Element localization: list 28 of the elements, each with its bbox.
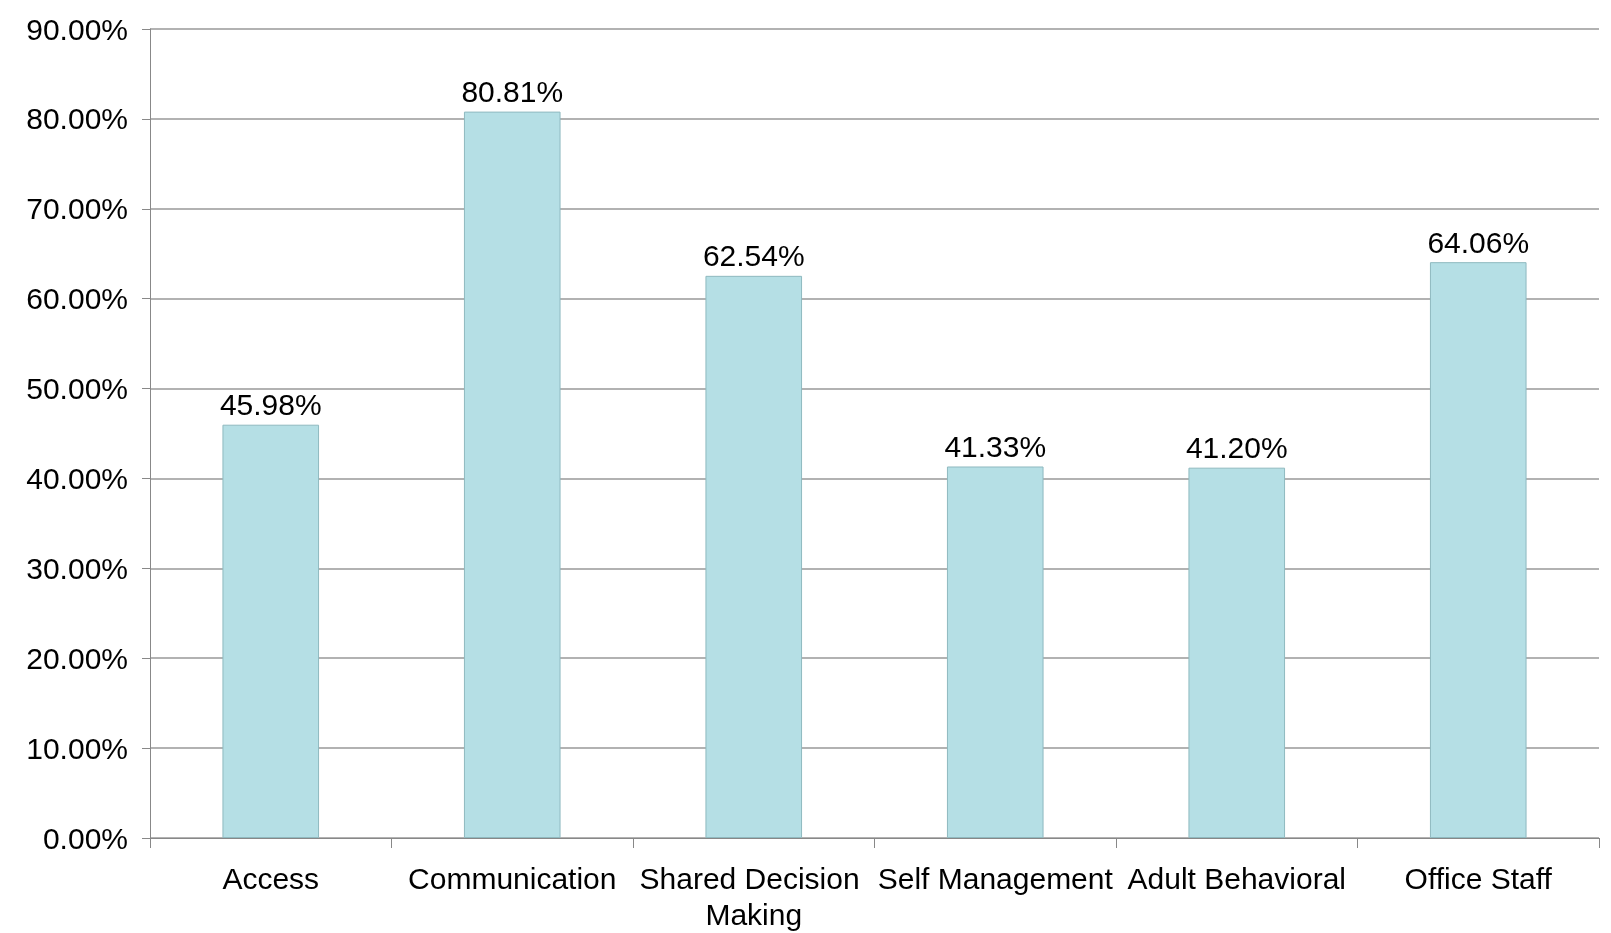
bar (946, 466, 1044, 838)
y-tick-label: 90.00% (26, 12, 128, 46)
data-label: 41.33% (944, 429, 1047, 463)
bar (222, 424, 320, 838)
y-tick-label: 60.00% (26, 282, 128, 316)
data-label: 45.98% (219, 388, 322, 422)
y-tick-label: 50.00% (26, 372, 128, 406)
bar (705, 275, 803, 838)
y-tick-label: 30.00% (26, 551, 128, 585)
x-tick-label: Office Staff (1404, 861, 1553, 895)
bar (1188, 467, 1286, 838)
data-label: 41.20% (1185, 431, 1288, 465)
y-tick-label: 10.00% (26, 731, 128, 765)
y-tick-label: 20.00% (26, 641, 128, 675)
x-tick-label: Access (222, 861, 320, 895)
y-tick-label: 80.00% (26, 102, 128, 136)
data-label: 80.81% (461, 75, 564, 109)
bar (1429, 262, 1527, 838)
x-tick-label: Self Management (877, 861, 1114, 895)
y-tick-label: 40.00% (26, 461, 128, 495)
data-label: 64.06% (1427, 225, 1530, 259)
data-label: 62.54% (702, 239, 805, 273)
y-tick-label: 70.00% (26, 192, 128, 226)
x-tick-label: Shared Decision Making (639, 861, 868, 931)
x-tick-label: Communication (408, 861, 617, 895)
bar (463, 111, 561, 838)
x-tick-label: Adult Behavioral (1127, 861, 1346, 895)
y-tick-label: 0.00% (42, 821, 128, 855)
